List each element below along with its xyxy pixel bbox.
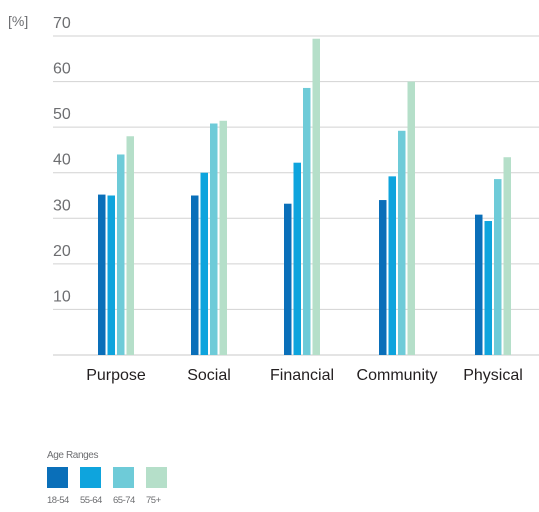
legend-item: 55-64 [80,467,102,506]
legend: Age Ranges 18-54 55-64 65-74 75+ [47,450,167,506]
bar-75+-social [219,120,227,356]
x-category-label: Community [357,367,438,384]
legend-swatch [113,467,134,488]
y-tick-label: 20 [53,243,71,260]
bar-75+-purpose [126,136,134,355]
y-axis-ticks: 10 20 30 40 50 60 70 [53,15,71,305]
legend-label: 55-64 [80,495,102,506]
legend-swatch [80,467,101,488]
bar-55-64-purpose [107,195,115,355]
bar-65-74-financial [303,87,311,356]
y-tick-label: 30 [53,197,71,214]
bar-55-64-community [388,176,396,355]
legend-swatch [146,467,167,488]
bar-55-64-physical [484,221,492,355]
bar-chart: [%] 10 20 30 40 50 60 70 Purpose Social Financia… [8,13,539,384]
bar-75+-physical [503,157,511,355]
bar-65-74-purpose [117,154,125,355]
legend-label: 75+ [146,495,161,506]
bar-18-54-financial [284,203,292,355]
bar-18-54-physical [475,214,483,355]
legend-items: 18-54 55-64 65-74 75+ [47,467,167,506]
bar-18-54-community [379,200,387,355]
x-category-label: Purpose [86,367,146,384]
x-category-label: Social [187,367,231,384]
bar-75+-community [407,81,415,356]
legend-swatch [47,467,68,488]
bar-65-74-community [398,130,406,355]
bar-18-54-purpose [98,194,106,355]
x-category-label: Financial [270,367,334,384]
bar-55-64-financial [293,162,301,355]
y-tick-label: 70 [53,15,71,32]
legend-item: 18-54 [47,467,69,506]
legend-item: 65-74 [113,467,135,506]
bar-18-54-social [191,195,199,355]
bars [98,38,511,356]
legend-title: Age Ranges [47,450,99,461]
x-axis-categories: Purpose Social Financial Community Physical [86,367,523,384]
bar-75+-financial [312,38,320,356]
y-tick-label: 40 [53,152,71,169]
y-axis-unit-label: [%] [8,13,28,29]
x-category-label: Physical [463,367,523,384]
y-tick-label: 60 [53,61,71,78]
y-tick-label: 50 [53,106,71,123]
legend-label: 65-74 [113,495,135,506]
bar-65-74-physical [494,179,502,355]
y-tick-label: 10 [53,288,71,305]
legend-label: 18-54 [47,495,69,506]
legend-item: 75+ [146,467,167,506]
bar-65-74-social [210,123,218,355]
bar-55-64-social [200,172,208,355]
